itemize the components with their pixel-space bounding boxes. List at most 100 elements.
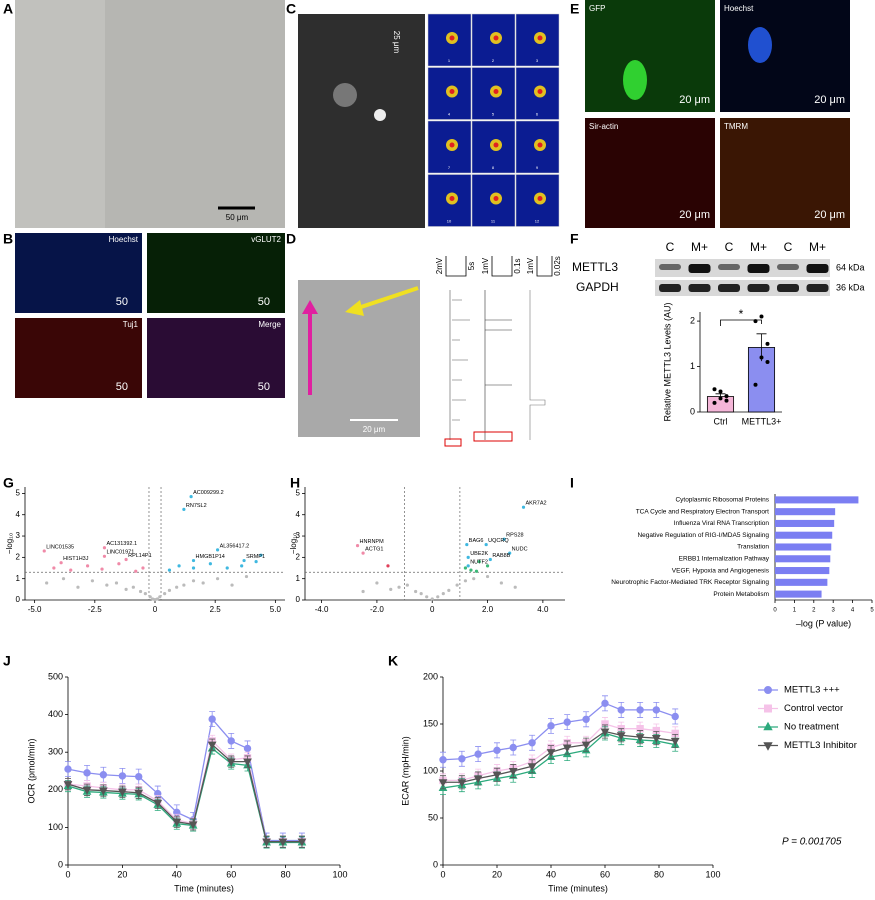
data-point xyxy=(155,597,160,601)
y-tick-label: 5 xyxy=(16,489,21,498)
data-point xyxy=(430,597,434,601)
band xyxy=(806,264,829,273)
y-tick-label: 1 xyxy=(16,574,21,583)
y-tick-label: 2 xyxy=(16,552,21,561)
frame-grid: 1 2 34 5 67 8 910 11 12 xyxy=(427,13,560,227)
actin-image xyxy=(585,118,715,228)
marker xyxy=(581,741,591,750)
marker xyxy=(600,728,610,737)
marker xyxy=(83,769,91,777)
frame-signal xyxy=(449,89,455,94)
y-tick-label: 0 xyxy=(690,406,695,416)
data-point xyxy=(240,564,244,568)
data-point xyxy=(455,583,459,587)
data-point xyxy=(414,589,418,594)
marker xyxy=(651,735,661,743)
arrow xyxy=(357,286,419,310)
nucleus xyxy=(748,27,772,63)
gene-label: RPS28 xyxy=(506,533,523,539)
gene-point xyxy=(521,505,526,509)
gene-label: NUDC xyxy=(512,547,528,553)
marker xyxy=(172,818,182,827)
marker xyxy=(527,763,537,772)
frame-label: 4 xyxy=(448,112,451,117)
x-tick-label: -4.0 xyxy=(315,605,329,614)
x-tick-label: 0 xyxy=(153,605,158,614)
y-tick-label: 0 xyxy=(16,595,21,604)
gene-label: ACTG1 xyxy=(365,547,383,553)
marker xyxy=(227,737,235,745)
gene-label: RPL14P1 xyxy=(128,553,152,559)
marker xyxy=(243,744,252,753)
gene-point xyxy=(466,564,470,568)
trace-scale-label: 0.1s xyxy=(513,258,522,273)
band xyxy=(688,284,711,292)
x-axis-label: –log (P value) xyxy=(796,618,851,628)
panel-label: B xyxy=(3,231,13,247)
y-tick-label: 200 xyxy=(48,784,63,794)
marker xyxy=(764,686,772,694)
lane-label: M+ xyxy=(691,240,708,254)
frame-signal xyxy=(537,35,543,41)
marker xyxy=(509,743,517,752)
band xyxy=(718,284,740,292)
marker xyxy=(457,779,467,788)
gene-label: HIST1H3J xyxy=(63,556,89,562)
size-label: 36 kDa xyxy=(836,282,865,292)
gene-label: UQCRQ xyxy=(488,538,509,544)
trace xyxy=(484,290,512,440)
data-point xyxy=(114,581,119,585)
bar xyxy=(775,519,835,527)
trace xyxy=(449,290,470,440)
x-axis-label: Time (minutes) xyxy=(548,883,608,893)
data-point xyxy=(712,387,717,392)
data-point xyxy=(759,355,764,360)
x-tick-label: -5.0 xyxy=(28,605,42,614)
marker xyxy=(118,772,127,780)
data-point xyxy=(375,581,379,585)
x-tick-label: 80 xyxy=(654,869,664,879)
y-tick-label: 3 xyxy=(296,531,301,540)
gene-label: RAB8B xyxy=(492,553,510,559)
data-point xyxy=(138,589,143,594)
gene-label: HNRNPM xyxy=(360,539,385,545)
data-point xyxy=(131,585,135,589)
data-point xyxy=(124,587,128,591)
gene-point xyxy=(124,557,128,562)
significance-bracket xyxy=(720,319,762,326)
gene-point xyxy=(466,555,470,559)
data-point xyxy=(158,595,162,599)
frame-label: 5 xyxy=(492,112,495,117)
data-point xyxy=(208,562,212,566)
x-tick-label: 0 xyxy=(773,608,777,614)
trace xyxy=(529,290,546,440)
arrow-head xyxy=(302,300,318,314)
channel-label: TMRM xyxy=(724,122,748,131)
gene-label: AC009299.2 xyxy=(193,490,224,496)
data-point xyxy=(182,583,186,587)
x-tick-label: 20 xyxy=(117,869,127,879)
marker xyxy=(562,744,572,753)
scale-label: 20 μm xyxy=(814,209,845,221)
y-tick-label: 200 xyxy=(423,671,438,681)
frame-signal xyxy=(493,89,499,94)
x-tick-label: 0 xyxy=(430,605,435,614)
gene-point xyxy=(191,558,196,563)
gene-label: AC131392.1 xyxy=(106,541,137,547)
data-point xyxy=(485,574,490,579)
marker xyxy=(508,767,518,776)
gene-label: LINC01535 xyxy=(46,544,74,550)
scale-label: 50 xyxy=(258,296,270,308)
marker xyxy=(474,750,482,758)
x-tick-label: 40 xyxy=(546,869,556,879)
data-point xyxy=(397,585,401,589)
x-tick-label: 5 xyxy=(870,608,874,614)
marker xyxy=(99,771,108,779)
trace-scale-label: 1mV xyxy=(526,257,535,274)
channel-label: Hoechst xyxy=(724,4,754,13)
band xyxy=(777,264,799,270)
y-axis-label: −log₁₀ xyxy=(289,533,298,554)
data-point xyxy=(474,569,479,573)
size-label: 64 kDa xyxy=(836,262,865,272)
cell xyxy=(333,83,357,107)
